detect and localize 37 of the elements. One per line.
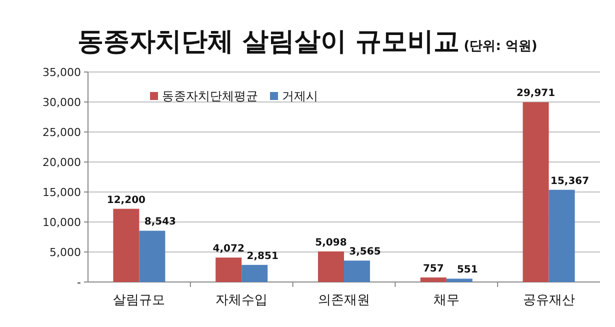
data-label: 4,072 bbox=[212, 244, 244, 255]
legend-label: 거제시 bbox=[282, 89, 318, 103]
data-label: 5,098 bbox=[315, 237, 347, 248]
data-label: 15,367 bbox=[550, 176, 590, 187]
bar bbox=[139, 230, 166, 282]
y-tick-label: 15,000 bbox=[42, 186, 81, 199]
bar bbox=[216, 258, 242, 282]
y-tick-label: 5,000 bbox=[50, 246, 81, 259]
bar bbox=[318, 251, 344, 282]
data-label: 757 bbox=[422, 263, 444, 274]
data-label: 551 bbox=[456, 264, 478, 276]
bar bbox=[420, 277, 446, 282]
chart-title: 동종자치단체 살림살이 규모비교 bbox=[78, 27, 460, 57]
y-tick-label: 30,000 bbox=[42, 96, 81, 109]
data-label: 8,543 bbox=[144, 216, 176, 228]
y-tick-label: 25,000 bbox=[42, 126, 81, 139]
bar bbox=[242, 264, 268, 282]
x-tick-label: 공유재산 bbox=[522, 293, 575, 308]
x-tick-label: 살림규모 bbox=[113, 293, 166, 308]
bar bbox=[522, 102, 549, 282]
y-tick-label: 35,000 bbox=[42, 66, 81, 79]
bar bbox=[446, 278, 472, 282]
y-tick-label: 20,000 bbox=[42, 156, 81, 169]
legend-label: 동종자치단체평균 bbox=[162, 89, 258, 103]
chart-subtitle: (단위: 억원) bbox=[464, 39, 538, 54]
y-tick-label: 10,000 bbox=[42, 216, 81, 229]
bar bbox=[548, 190, 575, 282]
bar bbox=[113, 208, 140, 282]
x-tick-label: 채무 bbox=[433, 293, 460, 308]
data-label: 3,565 bbox=[349, 246, 381, 258]
y-tick-label: - bbox=[77, 276, 82, 289]
data-label: 2,851 bbox=[246, 250, 278, 262]
x-tick-label: 의존재원 bbox=[318, 293, 370, 308]
data-label: 29,971 bbox=[516, 88, 556, 100]
x-tick-label: 자체수입 bbox=[216, 293, 268, 308]
data-label: 12,200 bbox=[106, 194, 146, 206]
bar bbox=[344, 260, 370, 282]
